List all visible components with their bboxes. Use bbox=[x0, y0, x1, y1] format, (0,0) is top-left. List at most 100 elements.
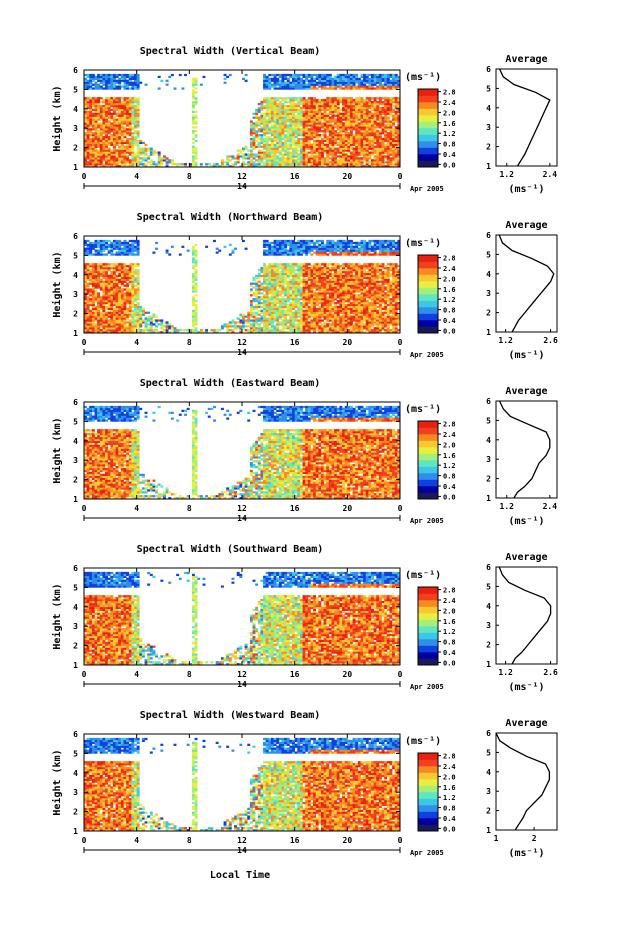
heatmap-cell bbox=[378, 135, 382, 139]
heatmap-cell bbox=[97, 280, 101, 283]
heatmap-cell bbox=[136, 331, 140, 334]
heatmap-cell bbox=[91, 327, 95, 330]
heatmap-cell bbox=[134, 321, 137, 324]
heatmap-cell bbox=[263, 249, 266, 252]
heatmap-cell bbox=[181, 163, 185, 166]
heatmap-cell bbox=[136, 329, 140, 332]
heatmap-cell bbox=[270, 305, 274, 309]
heatmap-cell bbox=[286, 161, 290, 164]
heatmap-cell bbox=[342, 118, 345, 121]
heatmap-cell bbox=[107, 83, 111, 86]
heatmap-cell bbox=[149, 319, 153, 322]
heatmap-cell bbox=[102, 79, 106, 82]
heatmap-cell bbox=[365, 85, 369, 88]
heatmap-cell bbox=[276, 263, 280, 266]
heatmap-cell bbox=[84, 286, 87, 289]
heatmap-cell bbox=[239, 151, 243, 154]
heatmap-cell bbox=[260, 284, 264, 287]
heatmap-cell bbox=[110, 130, 114, 133]
heatmap-cell bbox=[302, 159, 306, 162]
heatmap-cell bbox=[381, 77, 385, 80]
heatmap-cell bbox=[281, 253, 285, 256]
heatmap-cell bbox=[86, 315, 90, 318]
heatmap-cell bbox=[281, 159, 285, 162]
heatmap-cell bbox=[292, 147, 295, 150]
heatmap-cell bbox=[268, 102, 272, 106]
heatmap-cell bbox=[265, 137, 269, 141]
heatmap-cell bbox=[115, 321, 119, 324]
heatmap-cell bbox=[126, 128, 130, 131]
heatmap-cell bbox=[331, 134, 335, 137]
heatmap-cell bbox=[194, 165, 198, 168]
heatmap-cell bbox=[270, 313, 274, 316]
heatmap-cell bbox=[147, 317, 151, 320]
heatmap-cell bbox=[260, 161, 264, 164]
heatmap-cell bbox=[131, 141, 135, 145]
heatmap-cell bbox=[386, 139, 390, 143]
heatmap-cell bbox=[347, 141, 351, 145]
heatmap-cell bbox=[284, 265, 288, 268]
heatmap-cell bbox=[105, 149, 108, 152]
heatmap-cell bbox=[352, 137, 356, 141]
heatmap-cell bbox=[242, 155, 245, 158]
heatmap-cell bbox=[115, 270, 119, 274]
heatmap-cell bbox=[318, 161, 322, 164]
heatmap-cell bbox=[284, 290, 288, 293]
heatmap-cell bbox=[394, 157, 398, 160]
heatmap-cell bbox=[126, 143, 130, 146]
heatmap-cell bbox=[381, 149, 385, 152]
heatmap-cell bbox=[252, 124, 256, 127]
heatmap-cell bbox=[334, 75, 338, 79]
heatmap-cell bbox=[84, 104, 87, 108]
heatmap-cell bbox=[318, 79, 322, 82]
heatmap-cell bbox=[334, 126, 338, 129]
heatmap-cell bbox=[139, 329, 143, 332]
heatmap-cell bbox=[273, 137, 277, 141]
heatmap-cell bbox=[91, 301, 95, 305]
heatmap-cell bbox=[94, 155, 98, 158]
heatmap-cell bbox=[110, 124, 114, 127]
heatmap-cell bbox=[252, 141, 256, 145]
heatmap-cell bbox=[247, 165, 251, 168]
heatmap-cell bbox=[105, 137, 108, 141]
heatmap-cell bbox=[107, 280, 111, 283]
heatmap-cell bbox=[102, 253, 106, 256]
heatmap-cell bbox=[102, 99, 106, 102]
heatmap-cell bbox=[99, 134, 103, 137]
heatmap-cell bbox=[144, 311, 148, 314]
heatmap-cell bbox=[131, 81, 135, 84]
heatmap-cell bbox=[373, 157, 377, 160]
heatmap-cell bbox=[270, 245, 274, 248]
heatmap-cell bbox=[86, 130, 90, 133]
heatmap-cell bbox=[107, 265, 111, 268]
heatmap-cell bbox=[376, 130, 380, 133]
heatmap-cell bbox=[107, 102, 111, 106]
heatmap-cell bbox=[347, 139, 351, 143]
heatmap-cell bbox=[392, 128, 396, 131]
heatmap-cell bbox=[155, 241, 159, 245]
heatmap-cell bbox=[105, 300, 108, 303]
heatmap-cell bbox=[84, 116, 87, 119]
heatmap-cell bbox=[194, 116, 198, 119]
heatmap-cell bbox=[339, 114, 343, 117]
heatmap-cell bbox=[136, 309, 140, 312]
heatmap-cell bbox=[105, 132, 108, 135]
heatmap-cell bbox=[297, 104, 301, 108]
heatmap-cell bbox=[126, 270, 130, 274]
heatmap-cell bbox=[260, 311, 264, 314]
heatmap-cell bbox=[376, 85, 380, 88]
heatmap-cell bbox=[299, 101, 303, 104]
heatmap-cell bbox=[318, 151, 322, 154]
heatmap-cell bbox=[118, 292, 122, 295]
heatmap-cell bbox=[339, 120, 343, 123]
heatmap-cell bbox=[84, 97, 87, 100]
heatmap-cell bbox=[273, 132, 277, 135]
heatmap-cell bbox=[273, 288, 277, 291]
heatmap-cell bbox=[94, 153, 98, 156]
heatmap-cell bbox=[305, 161, 309, 164]
heatmap-cell bbox=[252, 327, 256, 330]
heatmap-cell bbox=[94, 245, 98, 248]
heatmap-cell bbox=[376, 79, 380, 82]
heatmap-cell bbox=[115, 331, 119, 334]
heatmap-cell bbox=[339, 108, 343, 112]
